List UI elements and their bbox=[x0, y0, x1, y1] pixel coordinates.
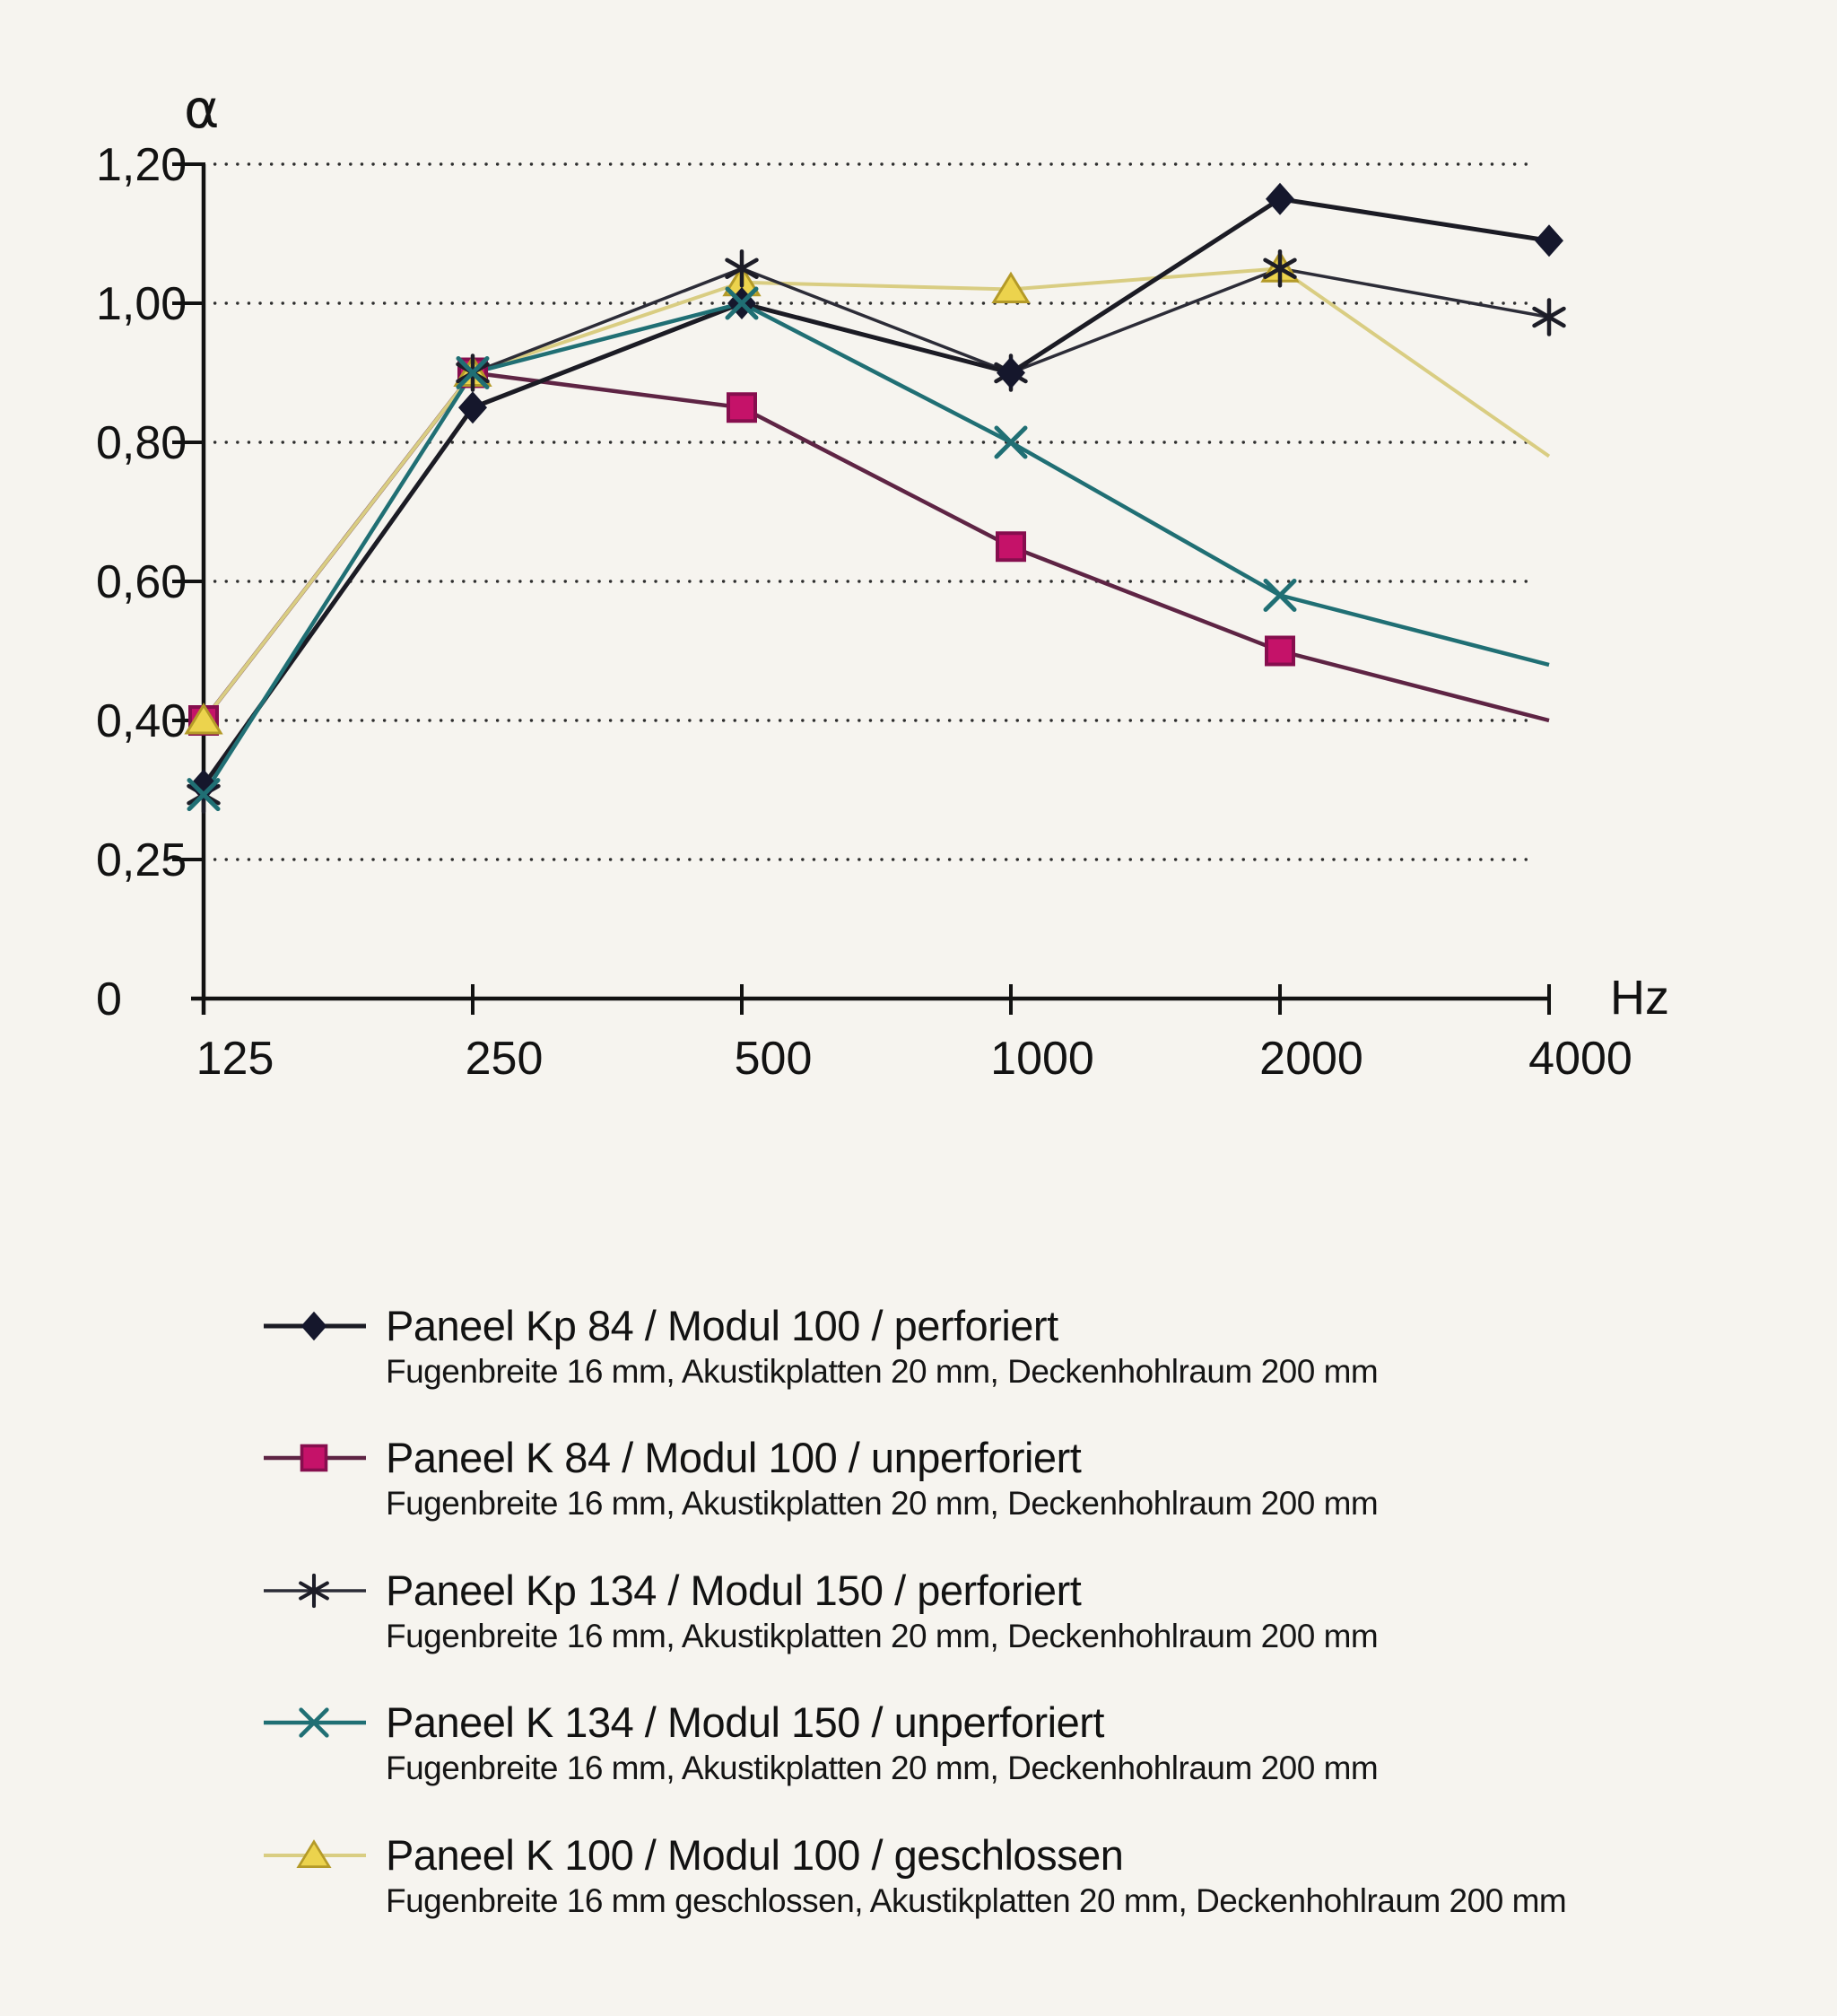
legend-subtitle-k84: Fugenbreite 16 mm, Akustikplatten 20 mm,… bbox=[386, 1485, 1379, 1522]
marker-kp84-1000hz bbox=[997, 356, 1025, 389]
legend-title-k84: Paneel K 84 / Modul 100 / unperforiert bbox=[386, 1434, 1082, 1481]
y-tick-label-0,25: 0,25 bbox=[96, 834, 187, 886]
marker-k134-125hz bbox=[187, 778, 221, 812]
y-tick-label-0,60: 0,60 bbox=[96, 556, 187, 608]
y-tick-label-0: 0 bbox=[96, 973, 122, 1025]
y-tick-label-0,80: 0,80 bbox=[96, 417, 187, 469]
marker-k100-125hz bbox=[184, 703, 223, 735]
x-tick-label-125: 125 bbox=[196, 1033, 274, 1085]
legend-item-k100: Paneel K 100 / Modul 100 / geschlossen Fu… bbox=[251, 1830, 1758, 1938]
legend-subtitle-kp84: Fugenbreite 16 mm, Akustikplatten 20 mm,… bbox=[386, 1353, 1379, 1390]
series-line-kp84 bbox=[201, 196, 1550, 787]
absorption-chart: 0 0,25 0,40 0,60 0,80 1,00 1,20 125 250 500 1000 20… bbox=[96, 78, 1669, 1085]
alpha-axis-label: α bbox=[184, 78, 220, 141]
legend-diamond-icon bbox=[300, 1311, 327, 1341]
legend-swatch-k134 bbox=[264, 1707, 366, 1738]
legend-item-kp134: Paneel Kp 134 / Modul 150 / perforiert Fu… bbox=[251, 1566, 1758, 1673]
marker-k84-1000hz bbox=[996, 531, 1026, 563]
marker-k84-2000hz bbox=[1265, 635, 1295, 667]
x-tick-label-500: 500 bbox=[735, 1033, 813, 1085]
legend-square-icon bbox=[300, 1444, 328, 1472]
legend-title-k100: Paneel K 100 / Modul 100 / geschlossen bbox=[386, 1831, 1124, 1879]
hz-axis-label: Hz bbox=[1610, 971, 1669, 1025]
legend-item-k84: Paneel K 84 / Modul 100 / unperforiert Fu… bbox=[251, 1433, 1758, 1540]
y-tick-label-1,20: 1,20 bbox=[96, 139, 187, 191]
x-tick-label-2000: 2000 bbox=[1259, 1033, 1363, 1085]
legend-item-kp84: Paneel Kp 84 / Modul 100 / perforiert Fug… bbox=[251, 1301, 1758, 1409]
legend-subtitle-kp134: Fugenbreite 16 mm, Akustikplatten 20 mm,… bbox=[386, 1618, 1379, 1654]
legend-subtitle-k134: Fugenbreite 16 mm, Akustikplatten 20 mm,… bbox=[386, 1750, 1379, 1786]
series-line-k134 bbox=[202, 301, 1550, 796]
legend-subtitle-k100: Fugenbreite 16 mm geschlossen, Akustikpl… bbox=[386, 1882, 1567, 1919]
legend-x-icon bbox=[299, 1707, 329, 1738]
legend-swatch-kp84 bbox=[264, 1311, 366, 1341]
marker-k134-250hz bbox=[456, 356, 490, 389]
legend-triangle-icon bbox=[296, 1839, 332, 1868]
legend-title-k134: Paneel K 134 / Modul 150 / unperforiert bbox=[386, 1698, 1104, 1746]
marker-kp84-125hz bbox=[189, 769, 218, 802]
legend-asterisk-icon bbox=[299, 1573, 329, 1609]
marker-kp134-4000hz bbox=[1532, 298, 1566, 336]
marker-k84-500hz bbox=[727, 392, 757, 423]
marker-k134-2000hz bbox=[1263, 579, 1297, 612]
legend-title-kp84: Paneel Kp 84 / Modul 100 / perforiert bbox=[386, 1302, 1058, 1349]
series-line-k100 bbox=[202, 266, 1551, 722]
x-tick-label-4000: 4000 bbox=[1528, 1033, 1632, 1085]
x-tick-label-250: 250 bbox=[466, 1033, 544, 1085]
marker-k100-1000hz bbox=[991, 271, 1031, 303]
legend: Paneel Kp 84 / Modul 100 / perforiert Fug… bbox=[0, 0, 1837, 1919]
legend-swatch-k100 bbox=[264, 1839, 366, 1868]
marker-kp84-4000hz bbox=[1535, 224, 1563, 257]
marker-kp84-250hz bbox=[458, 391, 487, 424]
legend-swatch-kp134 bbox=[264, 1573, 366, 1609]
legend-item-k134: Paneel K 134 / Modul 150 / unperforiert F… bbox=[251, 1697, 1758, 1805]
marker-k134-500hz bbox=[725, 286, 759, 320]
legend-title-kp134: Paneel Kp 134 / Modul 150 / perforiert bbox=[386, 1567, 1082, 1614]
marker-kp134-2000hz bbox=[1263, 249, 1297, 288]
marker-k134-1000hz bbox=[994, 425, 1028, 459]
marker-kp134-500hz bbox=[725, 249, 759, 288]
x-tick-label-1000: 1000 bbox=[990, 1033, 1094, 1085]
y-tick-label-1,00: 1,00 bbox=[96, 278, 187, 330]
marker-kp84-2000hz bbox=[1266, 182, 1294, 215]
y-tick-label-0,40: 0,40 bbox=[96, 695, 187, 747]
legend-swatch-k84 bbox=[264, 1444, 366, 1472]
